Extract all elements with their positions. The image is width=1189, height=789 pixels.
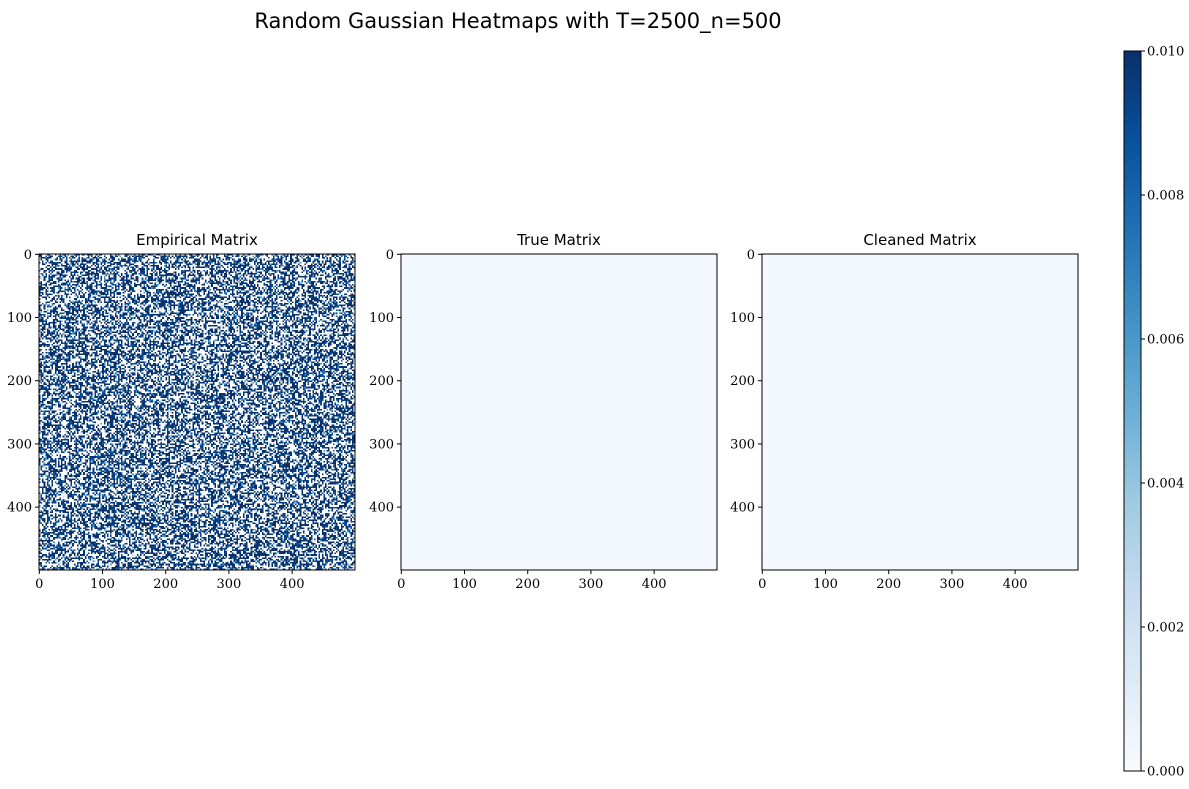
- panel-frame: [38, 253, 356, 571]
- y-tick-label: 0: [386, 248, 394, 263]
- colorbar-ticks: 0.000 0.002 0.004 0.006 0.008 0.010: [1141, 45, 1184, 780]
- x-tick-label: 200: [876, 577, 901, 592]
- figure-title: Random Gaussian Heatmaps with T=2500_n=5…: [254, 9, 781, 34]
- panel-title: Empirical Matrix: [136, 231, 258, 249]
- y-tick-label: 100: [369, 311, 394, 326]
- x-tick-label: 300: [579, 577, 604, 592]
- x-tick-label: 200: [515, 577, 540, 592]
- colorbar-tick-label: 0.004: [1147, 477, 1184, 492]
- x-tick-label: 200: [153, 577, 178, 592]
- y-tick-label: 300: [730, 437, 755, 452]
- y-tick-label: 200: [730, 374, 755, 389]
- colorbar-frame: [1123, 50, 1142, 772]
- y-tick-label: 100: [7, 311, 32, 326]
- panel-title: Cleaned Matrix: [863, 231, 976, 249]
- x-tick-label: 0: [397, 577, 405, 592]
- y-tick-label: 400: [369, 501, 394, 516]
- heatmap-panels: Empirical Matrix 0 100 200 300 400 0 100 200 300 4…: [7, 231, 1079, 592]
- panel-frame: [400, 253, 718, 571]
- colorbar: 0.000 0.002 0.004 0.006 0.008 0.010: [1123, 45, 1184, 780]
- y-tick-label: 200: [369, 374, 394, 389]
- colorbar-tick-label: 0.002: [1147, 621, 1184, 636]
- y-tick-label: 300: [7, 437, 32, 452]
- x-tick-label: 0: [35, 577, 43, 592]
- x-tick-label: 400: [1003, 577, 1028, 592]
- y-tick-label: 400: [7, 501, 32, 516]
- y-tick-label: 100: [730, 311, 755, 326]
- y-tick-label: 200: [7, 374, 32, 389]
- x-tick-label: 300: [940, 577, 965, 592]
- x-tick-label: 100: [813, 577, 838, 592]
- panel-frame: [761, 253, 1079, 571]
- panel-title: True Matrix: [516, 231, 601, 249]
- x-tick-label: 0: [758, 577, 766, 592]
- heatmap-panel: True Matrix 0 100 200 300 400 0 100 200 300 400: [369, 231, 718, 592]
- y-tick-label: 400: [730, 501, 755, 516]
- heatmap-cells: [762, 254, 1078, 570]
- colorbar-tick-label: 0.010: [1147, 45, 1184, 60]
- y-tick-label: 300: [369, 437, 394, 452]
- colorbar-gradient: [1124, 51, 1141, 771]
- heatmap-panel: Cleaned Matrix 0 100 200 300 400 0 100 200 300 400: [730, 231, 1079, 592]
- x-tick-label: 400: [642, 577, 667, 592]
- x-tick-label: 400: [280, 577, 305, 592]
- x-tick-label: 300: [217, 577, 242, 592]
- colorbar-tick-label: 0.006: [1147, 333, 1184, 348]
- y-tick-label: 0: [747, 248, 755, 263]
- heatmap-cells: [401, 254, 717, 570]
- y-tick-label: 0: [24, 248, 32, 263]
- heatmap-cells: [39, 254, 355, 570]
- colorbar-tick-label: 0.008: [1147, 189, 1184, 204]
- colorbar-tick-label: 0.000: [1147, 765, 1184, 780]
- x-tick-label: 100: [90, 577, 115, 592]
- x-tick-label: 100: [452, 577, 477, 592]
- heatmap-panel: Empirical Matrix 0 100 200 300 400 0 100 200 300 4…: [7, 231, 356, 592]
